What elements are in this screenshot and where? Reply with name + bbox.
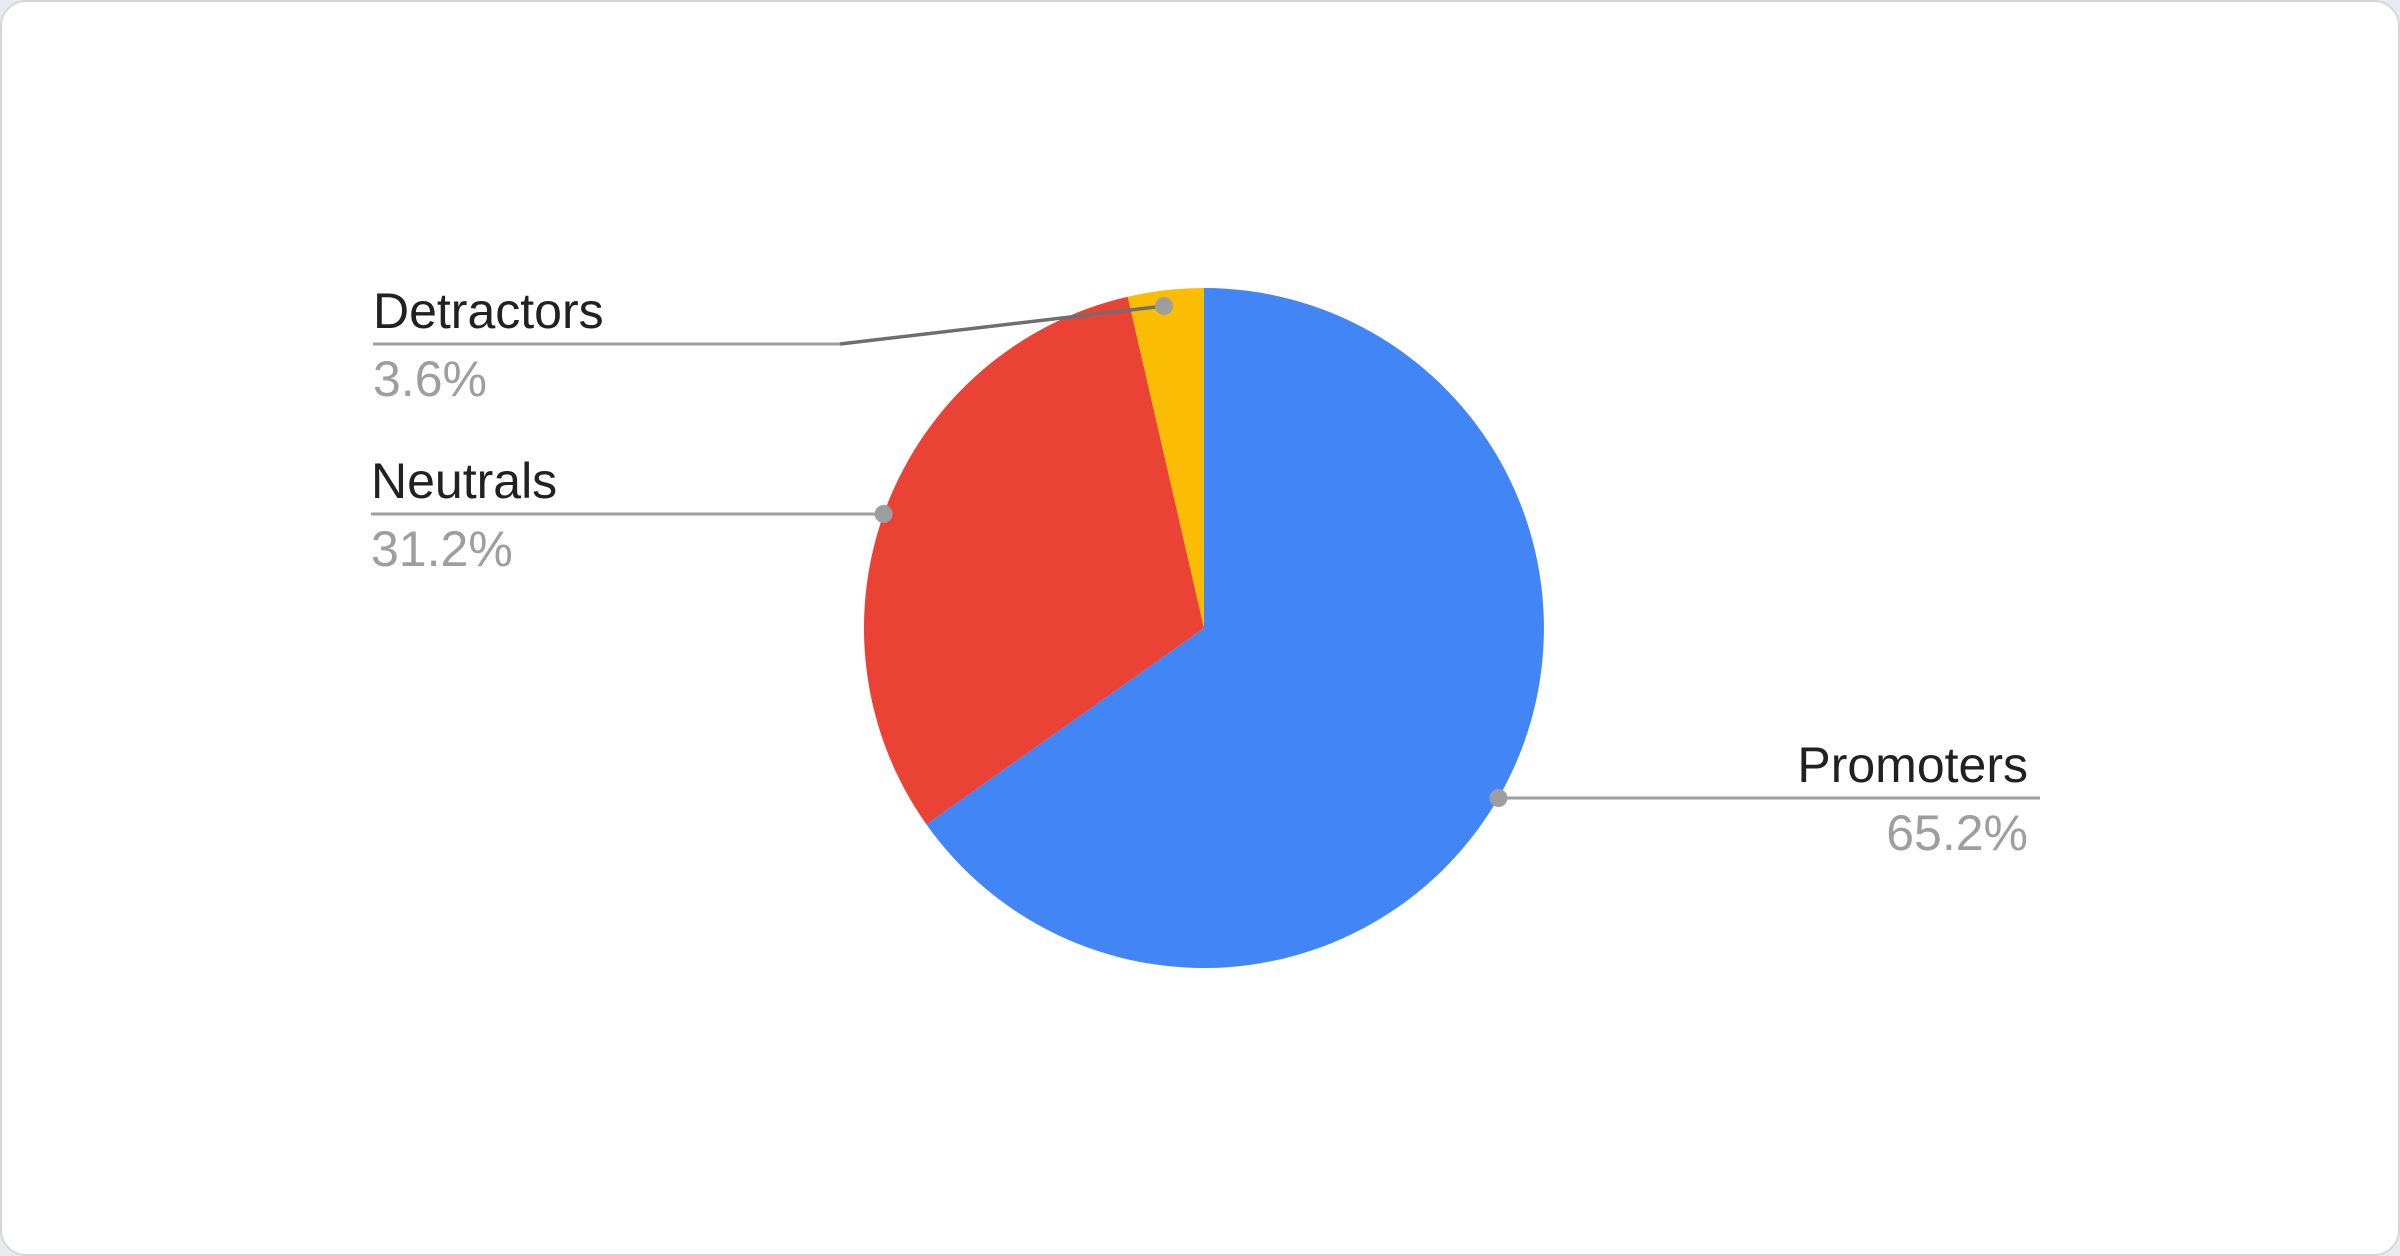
slice-callouts: Promoters 65.2% Neutrals 31.2% Detractor… bbox=[371, 283, 2028, 861]
pie-slice-detractors[interactable] bbox=[1127, 288, 1204, 628]
slice-label-detractors: Detractors bbox=[373, 283, 604, 339]
slice-percent-neutrals: 31.2% bbox=[371, 521, 513, 577]
slice-percent-detractors: 3.6% bbox=[373, 351, 487, 407]
connector-dots bbox=[874, 297, 1508, 807]
connector-dot-promoters bbox=[1489, 789, 1508, 807]
slice-label-neutrals: Neutrals bbox=[371, 453, 557, 509]
connector-lines bbox=[371, 304, 2040, 800]
pie-slice-promoters[interactable] bbox=[926, 288, 1544, 968]
slice-percent-promoters: 65.2% bbox=[1886, 805, 2028, 861]
slice-label-promoters: Promoters bbox=[1797, 737, 2028, 793]
connector-dot-neutrals bbox=[874, 505, 893, 523]
pie-slices bbox=[863, 288, 1544, 968]
connector-dot-detractors bbox=[1155, 297, 1173, 315]
pie-slice-neutrals[interactable] bbox=[863, 296, 1204, 825]
connector-diagonal-detractors bbox=[839, 304, 1165, 346]
